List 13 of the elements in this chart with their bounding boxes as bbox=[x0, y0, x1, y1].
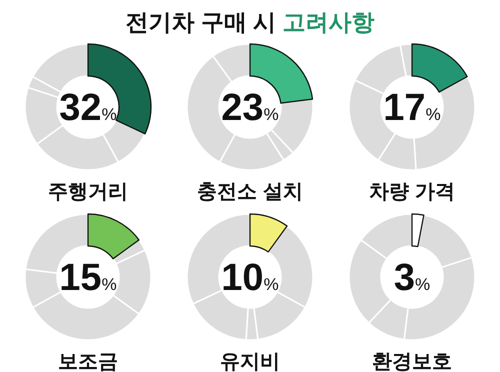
text: 주행거리 bbox=[48, 181, 128, 203]
text: 유지비 bbox=[220, 351, 280, 372]
text: 충전소 설치 bbox=[197, 181, 303, 203]
text: 전기차 구매 시 고려사항 bbox=[125, 9, 375, 35]
text: 17% bbox=[383, 87, 441, 129]
text: 보조금 bbox=[58, 351, 118, 372]
text: 차량 가격 bbox=[369, 181, 455, 203]
text: 15% bbox=[59, 257, 117, 299]
text: 환경보호 bbox=[372, 351, 452, 372]
text: 32% bbox=[59, 87, 117, 129]
text: 10% bbox=[221, 257, 279, 299]
text: 3% bbox=[394, 257, 430, 299]
text: 23% bbox=[221, 87, 279, 129]
